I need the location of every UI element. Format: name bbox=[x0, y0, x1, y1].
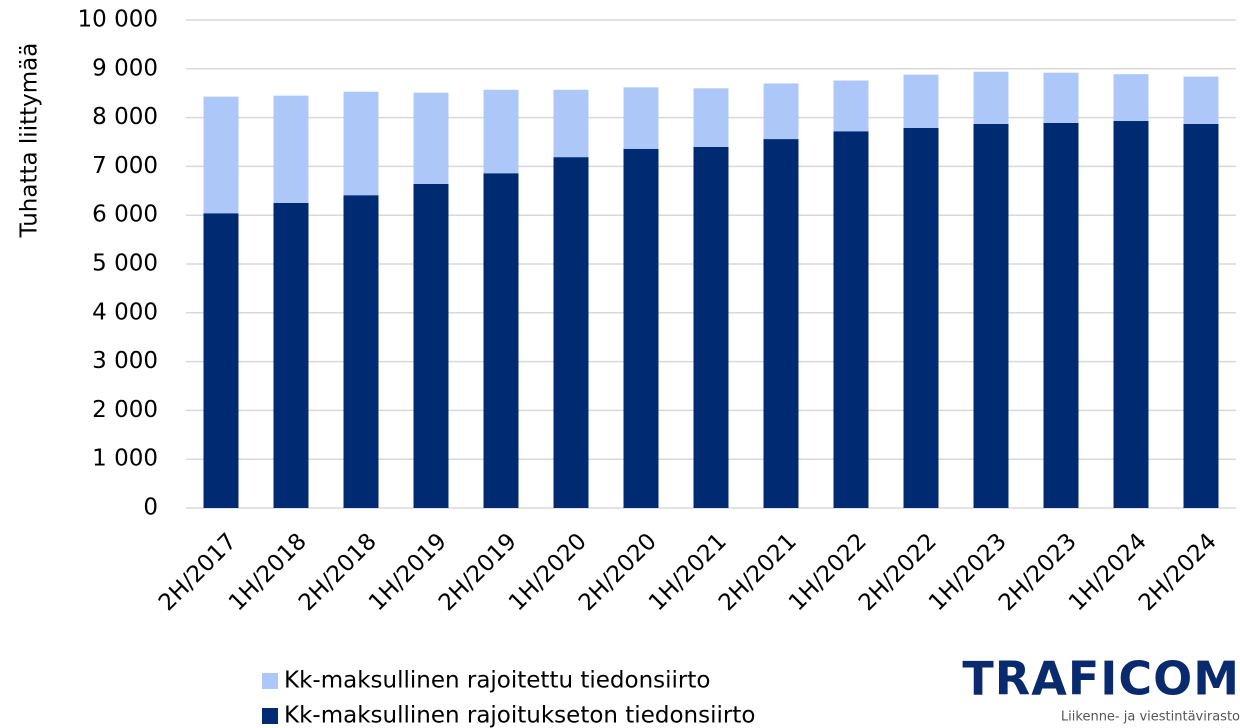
bar-segment bbox=[1043, 72, 1079, 123]
y-tick-label: 6 000 bbox=[92, 202, 158, 228]
y-tick-label: 10 000 bbox=[78, 7, 158, 33]
bar-segment bbox=[413, 92, 449, 184]
bar-segment bbox=[553, 157, 589, 509]
bar-segment bbox=[343, 195, 379, 508]
bar-segment bbox=[833, 80, 869, 132]
bar-segment bbox=[273, 203, 309, 508]
y-tick-label: 9 000 bbox=[92, 55, 158, 81]
bar-segment bbox=[343, 91, 379, 196]
legend-swatch bbox=[262, 708, 278, 724]
y-tick-label: 2 000 bbox=[92, 397, 158, 423]
bar-segment bbox=[483, 89, 519, 174]
bar-segment bbox=[973, 123, 1009, 508]
bar-segment bbox=[1183, 76, 1219, 124]
y-axis-label: Tuhatta liittymää bbox=[17, 43, 43, 239]
bar-segment bbox=[623, 148, 659, 508]
y-tick-label: 1 000 bbox=[92, 446, 158, 472]
logo: TRAFICOM bbox=[962, 652, 1240, 706]
y-tick-label: 3 000 bbox=[92, 348, 158, 374]
y-tick-label: 8 000 bbox=[92, 104, 158, 130]
bar-segment bbox=[203, 213, 239, 509]
legend-label: Kk-maksullinen rajoitukseton tiedonsiirt… bbox=[284, 703, 755, 728]
bar-segment bbox=[203, 96, 239, 214]
legend-swatch bbox=[262, 673, 278, 689]
y-tick-label: 5 000 bbox=[92, 251, 158, 277]
bar-segment bbox=[1113, 74, 1149, 122]
bar-segment bbox=[693, 146, 729, 508]
bar-segment bbox=[483, 173, 519, 508]
y-tick-label: 7 000 bbox=[92, 153, 158, 179]
bar-segment bbox=[763, 83, 799, 140]
bar-segment bbox=[553, 89, 589, 158]
bar-segment bbox=[903, 127, 939, 509]
bar-segment bbox=[623, 87, 659, 149]
y-tick-label: 4 000 bbox=[92, 299, 158, 325]
bar-segment bbox=[903, 74, 939, 128]
bar-segment bbox=[1113, 121, 1149, 509]
logo-subtitle: Liikenne- ja viestintävirasto bbox=[1061, 710, 1240, 725]
bar-segment bbox=[763, 139, 799, 508]
x-tick-label: 2H/2024 bbox=[1134, 528, 1222, 616]
bar-segment bbox=[693, 88, 729, 147]
bar-segment bbox=[833, 131, 869, 508]
y-tick-label: 0 bbox=[143, 495, 158, 521]
bar-segment bbox=[273, 95, 309, 203]
bar-segment bbox=[413, 183, 449, 508]
bar-segment bbox=[973, 71, 1009, 124]
bar-segment bbox=[1183, 123, 1219, 508]
legend-label: Kk-maksullinen rajoitettu tiedonsiirto bbox=[284, 668, 710, 694]
bar-segment bbox=[1043, 122, 1079, 508]
